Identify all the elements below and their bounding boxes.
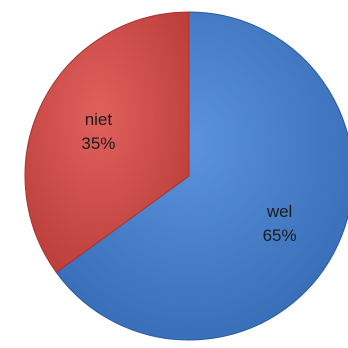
slice-value-niet: 35% [81, 134, 115, 153]
pie-slices [24, 11, 348, 341]
slice-label-niet: niet [85, 110, 113, 129]
slice-value-wel: 65% [263, 226, 297, 245]
pie-labels: wel 65% niet 35% [81, 110, 296, 245]
pie-slice-niet [24, 11, 190, 274]
slice-label-wel: wel [266, 202, 293, 221]
pie-slice-wel [55, 11, 348, 341]
